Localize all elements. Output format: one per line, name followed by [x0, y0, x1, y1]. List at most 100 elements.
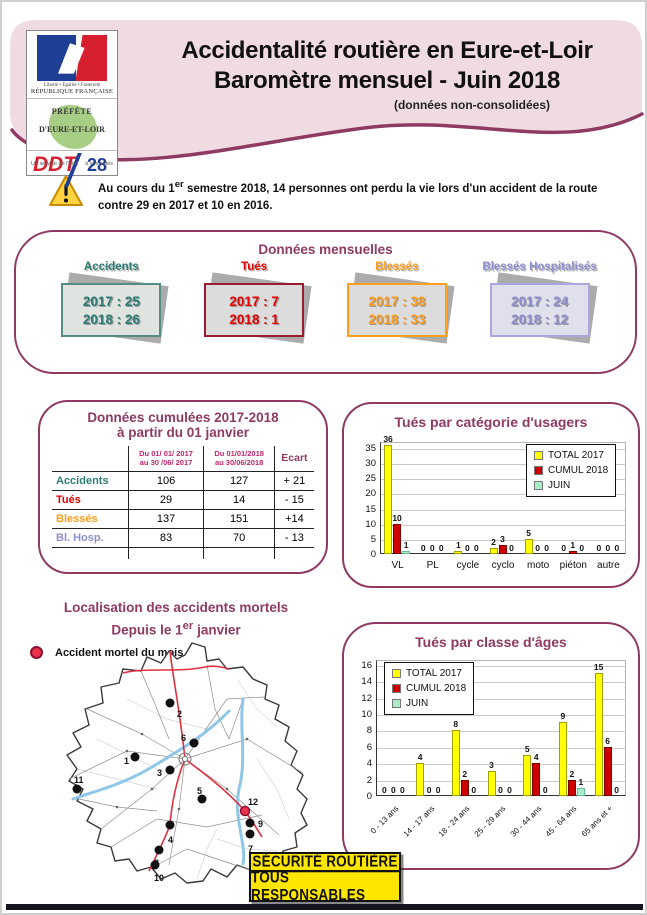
bar	[568, 550, 577, 554]
bar-value-label: 0	[429, 543, 435, 553]
accident-dot	[245, 818, 255, 828]
bar-value-label: 0	[614, 543, 620, 553]
bar-value-label: 8	[453, 719, 459, 730]
y-axis-tick: 20	[365, 488, 376, 500]
ddt-label: DDT	[33, 153, 77, 176]
legend-item: JUIN	[534, 480, 608, 491]
accident-dot-number: 4	[168, 835, 173, 845]
title-subtitle: (données non-consolidées)	[393, 98, 550, 112]
city-marker	[178, 752, 192, 766]
bar-value-label: 0	[381, 785, 387, 795]
warning-text: Au cours du 1er semestre 2018, 14 person…	[98, 179, 598, 213]
french-flag-icon	[37, 35, 107, 81]
legend-item: JUIN	[392, 698, 466, 709]
accident-dot	[197, 794, 207, 804]
bar	[558, 722, 567, 796]
y-axis-tick: 15	[365, 503, 376, 515]
ddt-zone: DDT 28 Un service de l'État à vos côtés	[27, 150, 117, 187]
logo-motto: Liberté • Égalité • Fraternité	[43, 83, 101, 88]
bar-value-label: 1	[455, 539, 461, 550]
accident-dot	[165, 698, 175, 708]
ddt-tagline-1: Un service de l'État	[31, 161, 79, 167]
chart-legend: TOTAL 2017 CUMUL 2018 JUIN	[526, 444, 617, 497]
x-axis-label: VL	[391, 560, 404, 571]
y-axis-tick: 12	[361, 692, 372, 704]
bar-value-label: 15	[593, 662, 604, 673]
col-header-ecart: Ecart	[273, 446, 314, 472]
ddt-number: 28	[86, 155, 107, 175]
monthly-card-label: Accidents	[83, 261, 139, 273]
monthly-card-label: Tués	[241, 261, 268, 273]
bar-value-label: 0	[596, 543, 602, 553]
bar-value-label: 0	[438, 543, 444, 553]
y-axis-tick: 25	[365, 473, 376, 485]
accident-dot-number: 3	[157, 768, 162, 778]
fatal-accident-dot-icon	[30, 646, 43, 659]
y-axis-tick: 14	[361, 676, 372, 688]
warning-banner: Au cours du 1er semestre 2018, 14 person…	[48, 174, 628, 215]
accident-dots: 123456789101112	[72, 698, 263, 883]
y-axis-tick: 5	[370, 533, 376, 545]
bar-value-label: 2	[462, 768, 468, 779]
bar	[416, 763, 425, 796]
title-line-2: Baromètre mensuel - Juin 2018	[213, 67, 561, 94]
x-axis-label: autre	[597, 560, 620, 571]
x-axis-label: cyclo	[491, 560, 515, 571]
accident-dot-number: 1	[124, 756, 129, 766]
accident-dot-number: 2	[177, 709, 182, 719]
plot-area	[376, 660, 626, 796]
table-row: Bl. Hosp. 83 70- 13	[52, 527, 314, 548]
map-title-line-1: Localisation des accidents mortels	[63, 600, 289, 615]
y-axis-tick: 6	[366, 741, 372, 753]
accident-dot-number: 10	[154, 873, 164, 883]
bar	[576, 787, 585, 796]
accident-dot	[154, 845, 164, 855]
bar-value-label: 0	[426, 785, 432, 795]
bar-value-label: 0	[544, 543, 549, 553]
col-header-2018: Du 01/01/2018 au 30/06/2018	[203, 446, 275, 472]
monthly-card: Tués 2017 : 7 2018 : 1	[183, 261, 326, 344]
map-title-line-2: Depuis le 1er janvier	[111, 620, 241, 638]
bar-value-label: 2	[569, 768, 575, 779]
logo-department: D'EURE-ET-LOIR	[39, 125, 105, 134]
legend-swatch	[534, 481, 543, 490]
monthly-title: Données mensuelles	[258, 242, 393, 257]
warning-triangle-icon	[49, 175, 83, 206]
chart1-title: Tués par catégorie d'usagers	[394, 414, 588, 430]
y-axis-tick: 10	[365, 518, 376, 530]
accident-dot-month	[239, 805, 251, 817]
department-map-icon	[49, 105, 97, 149]
bar-value-label: 0	[535, 543, 540, 553]
bar	[460, 779, 469, 796]
bar	[489, 547, 498, 554]
bar-value-label: 0	[579, 543, 585, 553]
accident-dot-number: 11	[74, 775, 84, 785]
bar-value-label: 9	[560, 711, 566, 722]
y-axis-tick: 4	[366, 758, 372, 770]
table-row: Blessés 137 151 +14	[52, 508, 314, 529]
prefect-zone: PRÉFÈTE D'EURE-ET-LOIR	[27, 98, 117, 150]
bar-value-label: 0	[507, 785, 512, 795]
page-title: Accidentalité routière en Eure-et-Loir B…	[132, 36, 642, 112]
bar	[594, 673, 603, 796]
bar-value-label: 0	[542, 785, 548, 795]
accident-dot-number: 6	[181, 733, 186, 743]
legend-item: CUMUL 2018	[534, 465, 608, 476]
monthly-card-label: Blessés	[375, 261, 419, 273]
y-axis-tick: 8	[366, 725, 372, 737]
legend-item: CUMUL 2018	[392, 683, 466, 694]
bar	[451, 730, 460, 796]
badge-line-2: TOUS RESPONSABLES	[251, 868, 366, 904]
bar-value-label: 0	[471, 785, 477, 795]
bar	[393, 523, 402, 554]
legend-item: TOTAL 2017	[392, 668, 466, 679]
bar	[532, 763, 541, 796]
map-title: Localisation des accidents mortels Depui…	[30, 598, 322, 641]
bar-value-label: 1	[570, 539, 576, 550]
monthly-card-values: 2017 : 24 2018 : 12	[489, 283, 590, 337]
accident-dot-number: 12	[248, 797, 258, 807]
bar-value-label: 0	[420, 543, 426, 553]
river	[71, 697, 246, 866]
bar-value-label: 3	[500, 533, 505, 544]
